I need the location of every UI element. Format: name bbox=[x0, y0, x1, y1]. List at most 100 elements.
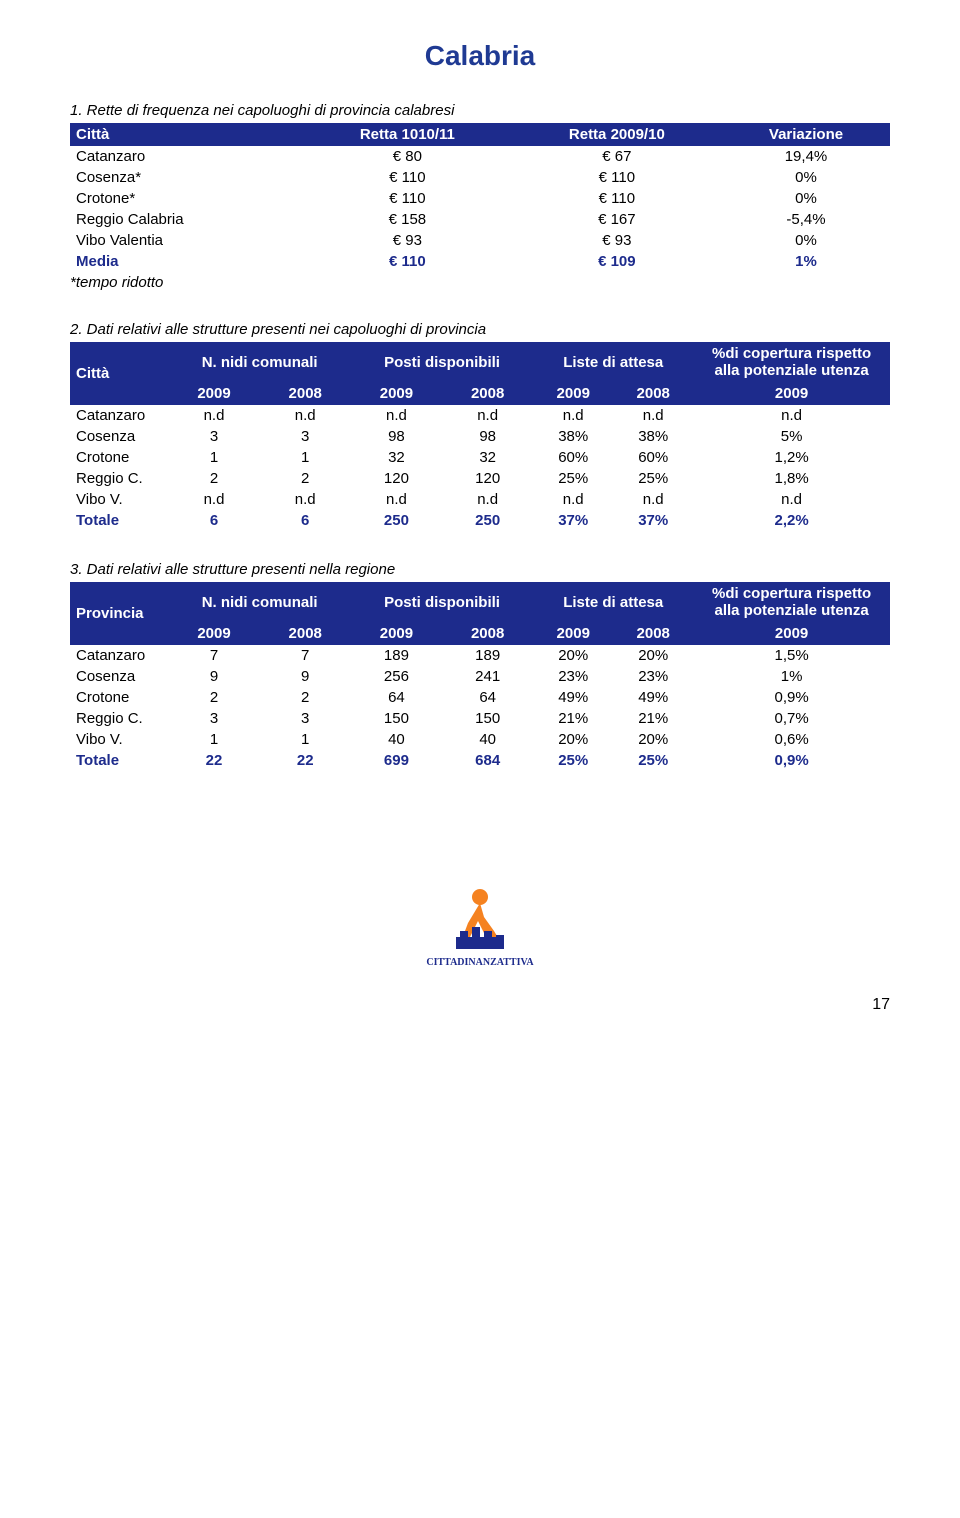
td: 1,2% bbox=[693, 447, 890, 468]
td: Catanzaro bbox=[70, 645, 168, 666]
th: 2009 bbox=[168, 622, 259, 645]
td: 64 bbox=[351, 687, 442, 708]
td: 1,5% bbox=[693, 645, 890, 666]
table-year-row: 2009 2008 2009 2008 2009 2008 2009 bbox=[70, 622, 890, 645]
td: 60% bbox=[613, 447, 693, 468]
td: € 110 bbox=[512, 167, 722, 188]
td: n.d bbox=[260, 489, 351, 510]
td: 241 bbox=[442, 666, 533, 687]
td: 256 bbox=[351, 666, 442, 687]
td: € 110 bbox=[303, 188, 512, 209]
page-title: Calabria bbox=[70, 40, 890, 72]
td: 684 bbox=[442, 750, 533, 771]
footnote: *tempo ridotto bbox=[70, 274, 890, 291]
td: € 167 bbox=[512, 209, 722, 230]
table-header-row: Provincia N. nidi comunali Posti disponi… bbox=[70, 582, 890, 622]
th: Retta 1010/11 bbox=[303, 123, 512, 146]
table-row: Crotone11323260%60%1,2% bbox=[70, 447, 890, 468]
th: Posti disponibili bbox=[351, 342, 533, 382]
td: 6 bbox=[168, 510, 259, 531]
td: 1 bbox=[260, 729, 351, 750]
th: 2009 bbox=[533, 382, 613, 405]
td: Catanzaro bbox=[70, 146, 303, 167]
th: N. nidi comunali bbox=[168, 342, 350, 382]
th: 2008 bbox=[442, 622, 533, 645]
td: n.d bbox=[351, 405, 442, 426]
logo-icon: CITTADINANZATTIVA bbox=[400, 881, 560, 971]
td: 25% bbox=[533, 750, 613, 771]
td: 25% bbox=[533, 468, 613, 489]
th: Retta 2009/10 bbox=[512, 123, 722, 146]
table-header-row: Città N. nidi comunali Posti disponibili… bbox=[70, 342, 890, 382]
td: 23% bbox=[533, 666, 613, 687]
table-row: Crotone22646449%49%0,9% bbox=[70, 687, 890, 708]
td: 40 bbox=[351, 729, 442, 750]
page-number: 17 bbox=[70, 996, 890, 1014]
td: n.d bbox=[168, 405, 259, 426]
table-total-row: Totale 6 6 250 250 37% 37% 2,2% bbox=[70, 510, 890, 531]
td: Reggio Calabria bbox=[70, 209, 303, 230]
td: 98 bbox=[442, 426, 533, 447]
td: 49% bbox=[613, 687, 693, 708]
td: Cosenza* bbox=[70, 167, 303, 188]
td: 1 bbox=[168, 729, 259, 750]
table-row: Crotone*€ 110€ 1100% bbox=[70, 188, 890, 209]
td: 699 bbox=[351, 750, 442, 771]
td: Reggio C. bbox=[70, 708, 168, 729]
td: 189 bbox=[351, 645, 442, 666]
td: 1 bbox=[168, 447, 259, 468]
th: 2008 bbox=[260, 382, 351, 405]
td: 0,6% bbox=[693, 729, 890, 750]
th: %di copertura rispetto alla potenziale u… bbox=[693, 342, 890, 382]
td: 22 bbox=[260, 750, 351, 771]
td: Crotone bbox=[70, 687, 168, 708]
td: 1,8% bbox=[693, 468, 890, 489]
table-header-row: Città Retta 1010/11 Retta 2009/10 Variaz… bbox=[70, 123, 890, 146]
td: 37% bbox=[613, 510, 693, 531]
td: Catanzaro bbox=[70, 405, 168, 426]
td: 19,4% bbox=[722, 146, 890, 167]
td: 250 bbox=[351, 510, 442, 531]
th: 2009 bbox=[693, 382, 890, 405]
td: 1% bbox=[693, 666, 890, 687]
td: Cosenza bbox=[70, 666, 168, 687]
td: 38% bbox=[533, 426, 613, 447]
td: € 109 bbox=[512, 251, 722, 272]
td: 98 bbox=[351, 426, 442, 447]
td: n.d bbox=[442, 405, 533, 426]
td: 20% bbox=[533, 645, 613, 666]
td: 2,2% bbox=[693, 510, 890, 531]
th: Liste di attesa bbox=[533, 342, 693, 382]
td: 23% bbox=[613, 666, 693, 687]
td: 40 bbox=[442, 729, 533, 750]
td: 120 bbox=[442, 468, 533, 489]
td: n.d bbox=[613, 405, 693, 426]
table-row: Reggio C.2212012025%25%1,8% bbox=[70, 468, 890, 489]
td: n.d bbox=[260, 405, 351, 426]
td: 1% bbox=[722, 251, 890, 272]
table-total-row: Media € 110 € 109 1% bbox=[70, 251, 890, 272]
td: 150 bbox=[442, 708, 533, 729]
td: Crotone bbox=[70, 447, 168, 468]
td: Cosenza bbox=[70, 426, 168, 447]
td: n.d bbox=[351, 489, 442, 510]
td: 189 bbox=[442, 645, 533, 666]
td: 0,7% bbox=[693, 708, 890, 729]
td: n.d bbox=[533, 489, 613, 510]
th: 2008 bbox=[613, 382, 693, 405]
th: N. nidi comunali bbox=[168, 582, 350, 622]
td: 21% bbox=[533, 708, 613, 729]
th: Città bbox=[70, 123, 303, 146]
td: 150 bbox=[351, 708, 442, 729]
td: 21% bbox=[613, 708, 693, 729]
table-total-row: Totale 22 22 699 684 25% 25% 0,9% bbox=[70, 750, 890, 771]
th: 2008 bbox=[260, 622, 351, 645]
td: € 110 bbox=[512, 188, 722, 209]
td: 2 bbox=[260, 468, 351, 489]
th: 2009 bbox=[533, 622, 613, 645]
td: n.d bbox=[442, 489, 533, 510]
td: 25% bbox=[613, 468, 693, 489]
td: 64 bbox=[442, 687, 533, 708]
td: € 158 bbox=[303, 209, 512, 230]
table-row: Catanzaro€ 80€ 6719,4% bbox=[70, 146, 890, 167]
